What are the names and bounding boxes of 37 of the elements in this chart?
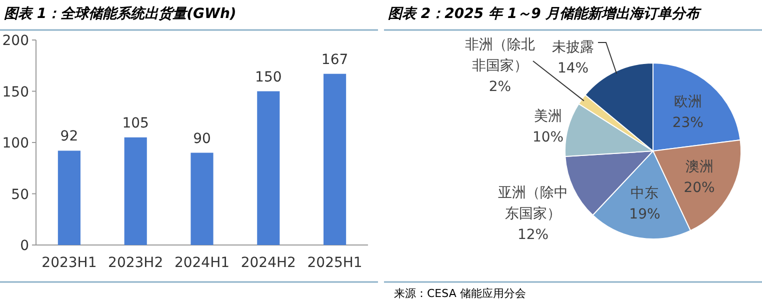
data-label: 92: [60, 128, 78, 145]
x-tick-label: 2023H2: [108, 255, 164, 271]
data-label: 10%: [532, 130, 564, 146]
chart-title: 图表 2：2025 年 1～9 月储能新增出海订单分布: [388, 5, 703, 22]
y-tick-label: 50: [11, 186, 29, 203]
y-tick-label: 100: [2, 136, 29, 152]
bar: [190, 152, 214, 245]
data-label: 14%: [557, 60, 589, 76]
slice-label: 亚洲（除中东国家）: [498, 185, 568, 222]
chart-title: 图表 1：全球储能系统出货量(GWh): [4, 5, 236, 22]
data-label: 23%: [672, 114, 704, 131]
y-tick-label: 150: [2, 84, 29, 100]
bar: [124, 137, 147, 245]
x-tick-label: 2024H2: [240, 255, 296, 271]
data-label: 150: [255, 69, 282, 86]
x-tick-label: 2025H1: [307, 255, 362, 271]
y-tick-label: 200: [2, 33, 29, 49]
bar: [324, 74, 346, 245]
y-tick-label: 0: [20, 238, 29, 254]
x-tick-label: 2023H1: [42, 255, 97, 271]
slice-label: 未披露: [552, 40, 594, 56]
data-label: 19%: [629, 206, 660, 223]
slice-label: 美洲: [534, 108, 562, 124]
x-tick-label: 2024H1: [174, 255, 230, 271]
slice-label: 中东: [630, 186, 659, 202]
data-label: 2%: [488, 79, 512, 95]
data-label: 105: [122, 115, 149, 132]
slice-label: 澳洲: [685, 158, 714, 175]
slice-label: 非洲（除北非国家）: [465, 37, 535, 74]
bar: [257, 91, 280, 245]
bar: [58, 150, 80, 245]
data-label: 20%: [684, 180, 715, 196]
source-note: 来源：CESA 储能应用分会: [394, 287, 526, 300]
data-label: 167: [321, 52, 348, 68]
data-label: 12%: [517, 227, 549, 243]
slice-label: 欧洲: [674, 94, 702, 110]
data-label: 90: [193, 130, 211, 147]
